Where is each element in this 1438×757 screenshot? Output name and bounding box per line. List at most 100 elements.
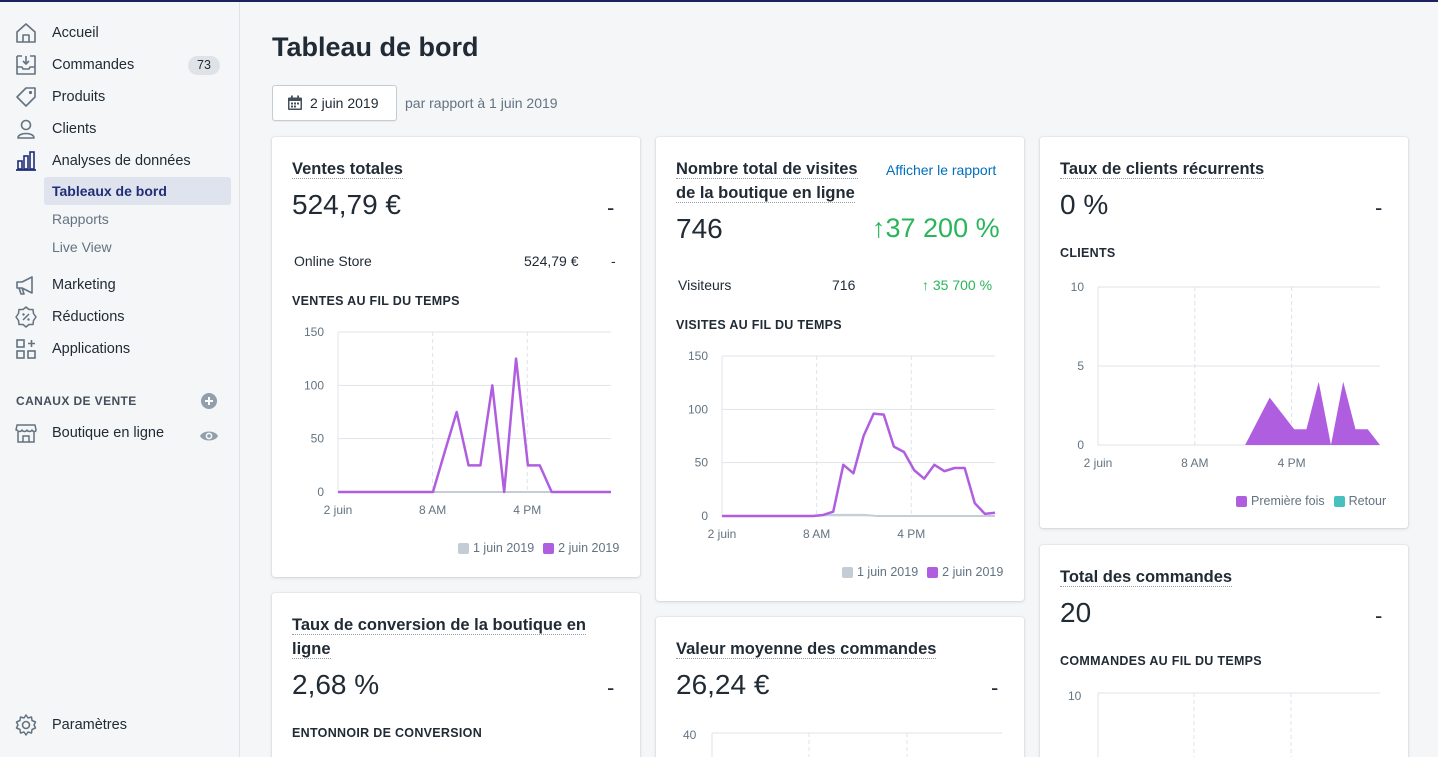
- card-total-sales: Ventes totales 524,79 € - Online Store 5…: [272, 137, 640, 577]
- legend-label: Première fois: [1251, 494, 1325, 508]
- series-line-1: [722, 412, 996, 518]
- sidebar-item-marketing[interactable]: Marketing: [0, 269, 240, 301]
- chart-title: COMMANDES AU FIL DU TEMPS: [1060, 654, 1262, 668]
- aov-chart-partial: 40: [683, 728, 1002, 757]
- sidebar-item-label: Analyses de données: [52, 153, 191, 169]
- sidebar-item-clients[interactable]: Clients: [0, 113, 240, 145]
- metric-value: 0 %: [1060, 189, 1109, 220]
- subnav-live-view[interactable]: Live View: [52, 239, 112, 255]
- sidebar-item-analyses[interactable]: Analyses de données: [0, 145, 240, 177]
- metric-value: 20: [1060, 597, 1092, 628]
- sidebar-item-label: Commandes: [52, 57, 135, 73]
- y-tick-label: 150: [304, 325, 324, 339]
- legend-label: 2 juin 2019: [942, 565, 1004, 579]
- comparison-text: par rapport à 1 juin 2019: [405, 95, 558, 111]
- metric-change: -: [1375, 195, 1383, 220]
- legend-swatch: [543, 542, 555, 554]
- view-report-link[interactable]: Afficher le rapport: [886, 162, 997, 178]
- card-title-text: Ventes totales: [292, 160, 403, 179]
- chart-title: VISITES AU FIL DU TEMPS: [676, 318, 842, 332]
- legend-item-returning: Retour: [1333, 494, 1386, 508]
- chart-title: ENTONNOIR DE CONVERSION: [292, 726, 483, 740]
- store-icon: [15, 424, 37, 443]
- card-title[interactable]: Valeur moyenne des commandes: [676, 637, 937, 661]
- y-tick-label: 0: [1077, 438, 1084, 452]
- card-title-text: Taux de clients récurrents: [1060, 160, 1265, 179]
- y-tick-label: 10: [1071, 280, 1085, 294]
- card-average-order-value: Valeur moyenne des commandes 26,24 € - 4…: [656, 617, 1024, 757]
- metric-change: ↑37 200 %: [872, 213, 1000, 243]
- top-accent-line: [0, 0, 1438, 2]
- sidebar-item-parametres[interactable]: Paramètres: [0, 709, 240, 741]
- visits-line-chart: 150 100 50 02 juin 8 AM 4 PM: [688, 349, 996, 541]
- breakdown-label: Online Store: [294, 253, 372, 269]
- card-returning-customers: Taux de clients récurrents 0 % - CLIENTS…: [1040, 137, 1408, 528]
- orders-count-badge: 73: [188, 56, 220, 75]
- series-line-1: [338, 357, 611, 494]
- breakdown-change: -: [611, 253, 616, 269]
- card-total-orders: Total des commandes 20 - COMMANDES AU FI…: [1040, 545, 1408, 757]
- date-picker-button[interactable]: 2 juin 2019: [272, 85, 397, 121]
- breakdown-label: Visiteurs: [678, 277, 732, 293]
- sidebar-item-label: Accueil: [52, 25, 99, 41]
- orders-icon: [16, 55, 36, 75]
- card-title[interactable]: Nombre total de visites de la boutique e…: [676, 157, 858, 205]
- legend-swatch: [927, 566, 939, 578]
- card-title[interactable]: Ventes totales: [292, 157, 403, 181]
- y-tick-label: 100: [688, 402, 708, 416]
- chart-legend: 1 juin 2019 2 juin 2019: [842, 565, 1012, 579]
- add-circle-icon[interactable]: [200, 392, 218, 410]
- sidebar-item-boutique-en-ligne[interactable]: Boutique en ligne: [0, 417, 240, 449]
- y-tick-label: 150: [688, 349, 708, 363]
- x-tick-label: 4 PM: [1278, 456, 1306, 470]
- bar-chart-icon: [16, 151, 36, 171]
- person-icon: [17, 119, 35, 139]
- sidebar-item-label: Paramètres: [52, 717, 127, 733]
- subnav-rapports[interactable]: Rapports: [52, 211, 109, 227]
- card-title-text: Total des commandes: [1060, 568, 1233, 587]
- subnav-tableaux-de-bord[interactable]: Tableaux de bord: [44, 177, 231, 205]
- metric-change: -: [1375, 603, 1383, 628]
- card-title[interactable]: Taux de conversion de la boutique en lig…: [292, 613, 586, 661]
- card-title-text: Valeur moyenne des commandes: [676, 640, 937, 659]
- sidebar-item-accueil[interactable]: Accueil: [0, 17, 240, 49]
- card-title-line: ligne: [292, 640, 331, 659]
- legend-label: 2 juin 2019: [558, 541, 620, 555]
- sidebar-item-label: Marketing: [52, 277, 116, 293]
- chart-title: VENTES AU FIL DU TEMPS: [292, 294, 460, 308]
- x-tick-label: 8 AM: [1181, 456, 1208, 470]
- gear-icon: [15, 714, 37, 736]
- sidebar-item-label: Produits: [52, 89, 106, 105]
- card-title-line: Taux de conversion de la boutique en: [292, 616, 586, 635]
- tag-icon: [16, 87, 36, 107]
- series-area-0: [1098, 381, 1380, 445]
- breakdown-value: 716: [832, 277, 856, 293]
- chart-legend: Première fois Retour: [1236, 494, 1395, 508]
- legend-item-first-time: Première fois: [1236, 494, 1325, 508]
- x-tick-label: 8 AM: [419, 503, 446, 517]
- sidebar-item-applications[interactable]: Applications: [0, 333, 240, 365]
- x-tick-label: 2 juin: [324, 503, 353, 517]
- x-tick-label: 4 PM: [513, 503, 541, 517]
- metric-value: 26,24 €: [676, 669, 770, 700]
- legend-swatch: [842, 566, 853, 578]
- legend-item-current: 2 juin 2019: [543, 541, 619, 555]
- sales-line-chart: 150 100 50 02 juin 8 AM 4 PM: [304, 325, 611, 517]
- eye-icon[interactable]: [199, 426, 219, 446]
- legend-label: 1 juin 2019: [473, 541, 535, 555]
- page-title: Tableau de bord: [272, 32, 479, 62]
- date-picker-label: 2 juin 2019: [310, 95, 379, 111]
- sidebar-item-produits[interactable]: Produits: [0, 81, 240, 113]
- sidebar-item-reductions[interactable]: Réductions: [0, 301, 240, 333]
- y-tick-label: 10: [1068, 689, 1082, 703]
- legend-swatch: [1236, 495, 1247, 507]
- sidebar-item-commandes[interactable]: Commandes 73: [0, 49, 240, 81]
- y-tick-label: 100: [304, 378, 324, 392]
- breakdown-change-text: ↑ 35 700 %: [922, 277, 993, 293]
- card-title[interactable]: Taux de clients récurrents: [1060, 157, 1265, 181]
- card-total-visits: Nombre total de visites de la boutique e…: [656, 137, 1024, 601]
- card-title[interactable]: Total des commandes: [1060, 565, 1233, 589]
- x-tick-label: 2 juin: [708, 527, 737, 541]
- legend-swatch: [1333, 495, 1345, 507]
- y-tick-label: 50: [695, 456, 709, 470]
